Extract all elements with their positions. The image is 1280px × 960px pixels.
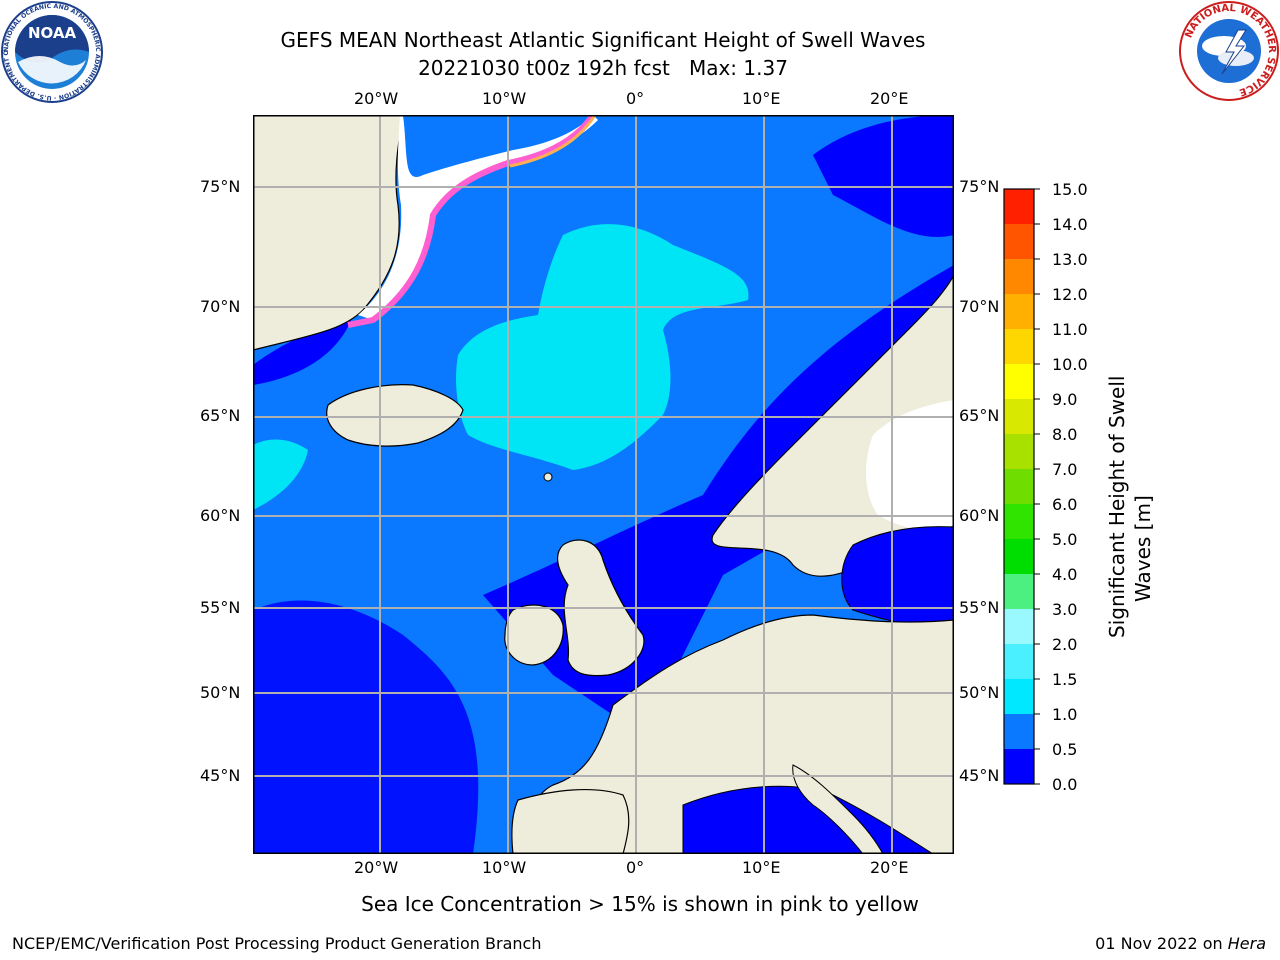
iberian-peninsula — [511, 788, 630, 854]
colorbar-tick-label: 13.0 — [1052, 250, 1088, 269]
colorbar-segment — [1004, 574, 1034, 609]
svg-text:Significant Height of Swell: Significant Height of Swell — [1105, 376, 1129, 638]
colorbar-segment — [1004, 644, 1034, 679]
lat-label-left: 50°N — [200, 683, 241, 702]
lon-label-bottom: 20°W — [354, 858, 399, 877]
footer-date-text: 01 Nov 2022 on — [1095, 934, 1228, 953]
chart-subtitle: 20221030 t00z 192h fcst Max: 1.37 — [418, 56, 788, 80]
colorbar-tick-label: 15.0 — [1052, 180, 1088, 199]
colorbar-segment — [1004, 329, 1034, 364]
lon-label-top: 20°W — [354, 89, 399, 108]
colorbar-segment — [1004, 364, 1034, 399]
footer-machine: Hera — [1227, 934, 1266, 953]
lon-label-bottom: 10°W — [482, 858, 527, 877]
lon-label-bottom: 0° — [626, 858, 645, 877]
lat-label-right: 55°N — [959, 598, 1000, 617]
colorbar-tick-label: 5.0 — [1052, 530, 1077, 549]
lat-label-left: 75°N — [200, 177, 241, 196]
colorbar-segment — [1004, 609, 1034, 644]
colorbar-tick-label: 0.0 — [1052, 775, 1077, 790]
colorbar-tick-label: 3.0 — [1052, 600, 1077, 619]
sea-ice-edge-inner — [509, 115, 597, 168]
low-swell-band-west — [253, 315, 353, 385]
italy — [792, 764, 884, 854]
iceland — [326, 384, 464, 447]
map-frame — [253, 115, 954, 854]
lat-label-left: 60°N — [200, 506, 241, 525]
colorbar-segment — [1004, 189, 1034, 224]
ireland — [504, 604, 564, 666]
colorbar-segment — [1004, 504, 1034, 539]
colorbar-tick-label: 1.0 — [1052, 705, 1077, 724]
colorbar-tick-label: 9.0 — [1052, 390, 1077, 409]
high-swell-band-central — [456, 224, 749, 470]
colorbar-segment — [1004, 399, 1034, 434]
lat-label-right: 45°N — [959, 766, 1000, 785]
high-swell-band-west — [253, 439, 308, 510]
greenland — [253, 115, 404, 351]
lat-label-right: 50°N — [959, 683, 1000, 702]
lon-label-top: 10°W — [482, 89, 527, 108]
colorbar-segment — [1004, 679, 1034, 714]
colorbar-segment — [1004, 294, 1034, 329]
svg-text:Waves [m]: Waves [m] — [1131, 495, 1155, 602]
colorbar-tick-label: 11.0 — [1052, 320, 1088, 339]
svg-text:NOAA: NOAA — [28, 24, 77, 42]
lat-label-right: 60°N — [959, 506, 1000, 525]
colorbar-tick-label: 8.0 — [1052, 425, 1077, 444]
lon-label-top: 20°E — [870, 89, 909, 108]
sea-ice-edge — [347, 115, 596, 328]
colorbar-label: Significant Height of Swell Waves [m] — [1105, 376, 1155, 638]
colorbar-frame — [1003, 188, 1035, 785]
colorbar-segment — [1004, 714, 1034, 749]
lon-label-top: 10°E — [742, 89, 781, 108]
chart-title: GEFS MEAN Northeast Atlantic Significant… — [280, 28, 926, 52]
lon-label-bottom: 10°E — [742, 858, 781, 877]
colorbar-segment — [1004, 749, 1034, 784]
colorbar-segment — [1004, 224, 1034, 259]
low-swell-band-southwest — [253, 600, 479, 854]
lon-label-top: 0° — [626, 89, 645, 108]
colorbar-tick-label: 4.0 — [1052, 565, 1077, 584]
colorbar-segment — [1004, 539, 1034, 574]
colorbar-tick-label: 10.0 — [1052, 355, 1088, 374]
gulf-of-bothnia — [866, 400, 954, 531]
lat-label-left: 65°N — [200, 406, 241, 425]
colorbar-tick-label: 1.5 — [1052, 670, 1077, 689]
footer-date: 01 Nov 2022 on Hera — [1095, 934, 1266, 953]
lon-label-bottom: 20°E — [870, 858, 909, 877]
colorbar-tick-label: 6.0 — [1052, 495, 1077, 514]
faroe-islands — [543, 472, 553, 482]
lat-label-left: 70°N — [200, 297, 241, 316]
lat-label-right: 65°N — [959, 406, 1000, 425]
graticule — [253, 115, 954, 854]
colorbar-tick-label: 2.0 — [1052, 635, 1077, 654]
lat-label-right: 70°N — [959, 297, 1000, 316]
colorbar: 0.0 0.5 1.0 1.5 2.0 3.0 4.0 5.0 6.0 7.0 8.0 9.0 10.0… — [1003, 180, 1088, 790]
colorbar-tick-label: 14.0 — [1052, 215, 1088, 234]
colorbar-segment — [1004, 469, 1034, 504]
low-swell-band-north — [813, 115, 954, 237]
footer-credit: NCEP/EMC/Verification Post Processing Pr… — [12, 934, 542, 953]
lat-label-right: 75°N — [959, 177, 1000, 196]
lat-label-left: 55°N — [200, 598, 241, 617]
colorbar-segment — [1004, 259, 1034, 294]
sea-ice-caption: Sea Ice Concentration > 15% is shown in … — [361, 892, 919, 916]
colorbar-tick-label: 0.5 — [1052, 740, 1077, 759]
lat-label-left: 45°N — [200, 766, 241, 785]
nws-logo: NATIONAL WEATHER SERVICE — [1179, 1, 1279, 101]
noaa-logo: NATIONAL OCEANIC AND ATMOSPHERIC ADMINIS… — [0, 0, 103, 103]
colorbar-tick-label: 7.0 — [1052, 460, 1077, 479]
swell-map — [253, 115, 954, 854]
colorbar-segment — [1004, 434, 1034, 469]
colorbar-tick-label: 12.0 — [1052, 285, 1088, 304]
